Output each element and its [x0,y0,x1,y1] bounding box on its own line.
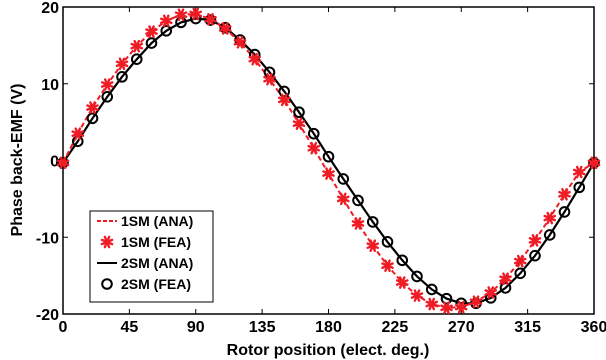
data-point-circle [588,157,600,169]
data-point-star [381,259,394,272]
data-point-star [499,272,512,285]
data-point-star [484,286,498,299]
data-point-circle [307,127,320,140]
data-point-star [115,57,129,71]
data-point-star [145,25,158,38]
data-point-star [336,192,350,206]
data-point-circle [514,267,527,280]
y-tick-label: -10 [36,230,59,247]
data-point-star [100,78,114,91]
data-point-star [71,127,85,140]
legend-swatch-star [100,235,114,249]
data-point-star [322,167,335,180]
legend-label: 1SM (ANA) [121,213,193,229]
data-point-star [351,217,365,230]
data-point-star [263,72,276,86]
data-point-star [189,7,203,21]
data-point-star [292,117,306,130]
data-point-star [558,187,571,201]
data-point-star [572,165,586,179]
x-tick-label: 225 [382,319,409,336]
data-point-star [587,156,601,170]
legend-label: 1SM (FEA) [121,234,191,250]
legend-label: 2SM (FEA) [121,276,191,292]
data-point-star [56,156,70,170]
x-tick-label: 360 [581,319,606,336]
data-point-star [174,8,188,21]
legend: 1SM (ANA) 1SM (FEA) 2SM (ANA) 2SM (FEA) [89,210,214,303]
series-line-2 [62,17,595,305]
x-tick-label: 90 [187,319,205,336]
data-point-circle [57,157,69,169]
data-point-star [233,36,247,49]
data-point-star [528,234,542,247]
axis-ticks: 0 45 90 135 180 225 270 315 360 20 10 0 -10 -20 [36,0,606,336]
x-axis-title: Rotor position (elect. deg.) [227,342,430,359]
series-layer [56,7,601,315]
data-point-star [425,297,439,311]
data-point-star [366,239,380,252]
data-point-star [543,211,557,225]
data-point-circle [278,85,291,98]
data-point-star [248,52,262,66]
data-point-circle [352,194,364,207]
x-tick-label: 135 [249,319,276,336]
data-point-circle [130,53,143,65]
data-point-star [277,93,291,107]
data-point-circle [160,24,173,37]
x-tick-label: 0 [59,319,68,336]
data-point-star [513,254,527,268]
x-tick-label: 180 [315,319,342,336]
x-tick-label: 270 [448,319,475,336]
legend-swatch-circle [101,278,113,290]
data-point-star [469,295,483,309]
data-point-circle [396,254,409,267]
data-point-star [395,276,409,289]
data-point-star [218,22,232,35]
x-tick-label: 315 [514,319,541,336]
y-tick-label: 20 [41,0,59,17]
data-point-star [130,39,144,53]
data-point-circle [381,236,394,248]
y-tick-label: 0 [50,154,59,171]
data-point-circle [145,37,158,49]
data-point-star [440,301,453,315]
data-point-star [159,14,173,28]
y-tick-label: 10 [41,77,59,94]
x-tick-label: 45 [120,319,138,336]
data-point-star [410,289,424,302]
data-point-circle [322,150,335,163]
data-point-circle [529,249,541,262]
data-point-circle [337,173,350,185]
y-tick-label: -20 [36,307,59,324]
data-point-circle [499,282,512,294]
data-point-circle [366,216,379,228]
data-point-star [307,141,321,155]
data-point-circle [425,283,438,296]
data-point-circle [86,112,99,125]
data-point-circle [558,206,571,218]
data-point-star [204,12,217,26]
y-axis-title: Phase back-EMF (V) [9,84,26,237]
data-point-circle [440,292,453,305]
data-point-star [454,300,468,314]
data-point-circle [411,270,423,283]
data-point-circle [543,229,556,241]
data-point-circle [293,106,305,118]
data-point-circle [116,71,128,83]
data-point-circle [101,90,114,103]
legend-label: 2SM (ANA) [121,255,193,271]
data-point-circle [573,181,586,194]
data-point-star [86,101,99,114]
